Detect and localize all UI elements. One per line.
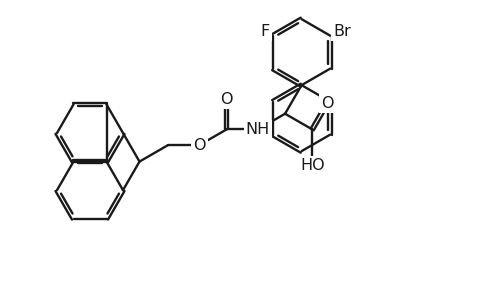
Text: O: O: [193, 138, 205, 153]
Text: O: O: [220, 92, 233, 107]
Text: Br: Br: [334, 24, 351, 39]
Text: NH: NH: [246, 122, 270, 137]
Text: F: F: [260, 24, 270, 39]
Text: HO: HO: [300, 157, 324, 173]
Text: O: O: [321, 96, 334, 111]
